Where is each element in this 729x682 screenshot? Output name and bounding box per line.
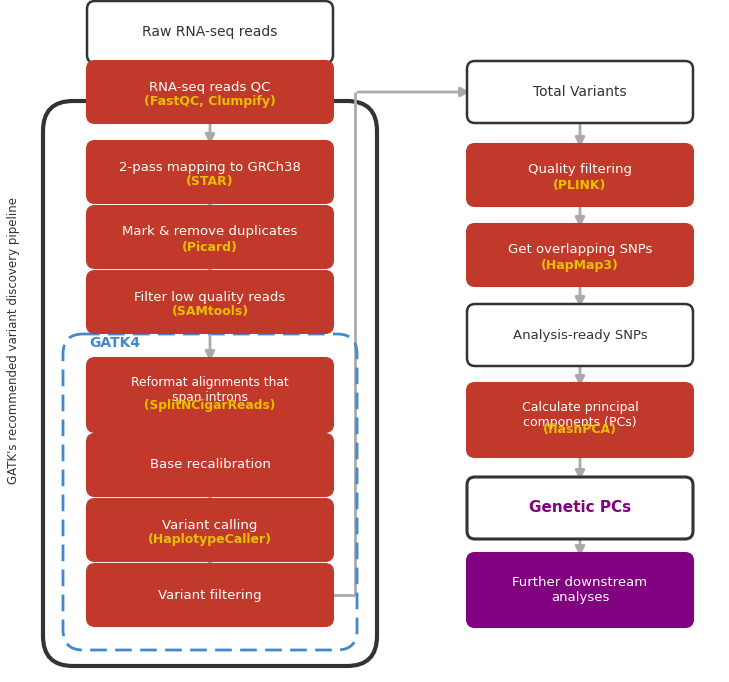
- Text: (PLINK): (PLINK): [553, 179, 607, 192]
- FancyBboxPatch shape: [87, 206, 333, 268]
- Text: Raw RNA-seq reads: Raw RNA-seq reads: [142, 25, 278, 39]
- FancyBboxPatch shape: [87, 61, 333, 123]
- Text: (HapMap3): (HapMap3): [541, 258, 619, 271]
- FancyBboxPatch shape: [467, 477, 693, 539]
- Text: Mark & remove duplicates: Mark & remove duplicates: [122, 226, 297, 239]
- Text: Quality filtering: Quality filtering: [528, 164, 632, 177]
- Text: Reformat alignments that
span introns: Reformat alignments that span introns: [131, 376, 289, 404]
- Text: (Picard): (Picard): [182, 241, 238, 254]
- Text: (SAMtools): (SAMtools): [171, 306, 249, 318]
- FancyBboxPatch shape: [87, 358, 333, 432]
- Text: (FastQC, Clumpify): (FastQC, Clumpify): [144, 95, 276, 108]
- Text: Further downstream
analyses: Further downstream analyses: [512, 576, 647, 604]
- FancyBboxPatch shape: [87, 434, 333, 496]
- Text: (flashPCA): (flashPCA): [543, 424, 617, 436]
- FancyBboxPatch shape: [87, 141, 333, 203]
- Text: Analysis-ready SNPs: Analysis-ready SNPs: [512, 329, 647, 342]
- Text: RNA-seq reads QC: RNA-seq reads QC: [149, 80, 270, 93]
- Text: Calculate principal
components (PCs): Calculate principal components (PCs): [522, 401, 639, 429]
- Text: (HaplotypeCaller): (HaplotypeCaller): [148, 533, 272, 546]
- FancyBboxPatch shape: [467, 383, 693, 457]
- Text: 2-pass mapping to GRCh38: 2-pass mapping to GRCh38: [119, 160, 301, 173]
- FancyBboxPatch shape: [87, 564, 333, 626]
- Text: Variant filtering: Variant filtering: [158, 589, 262, 602]
- FancyBboxPatch shape: [467, 144, 693, 206]
- Text: Get overlapping SNPs: Get overlapping SNPs: [508, 243, 652, 256]
- Text: GATK4: GATK4: [89, 336, 140, 350]
- Text: Variant calling: Variant calling: [163, 518, 257, 531]
- Text: (SplitNCigarReads): (SplitNCigarReads): [144, 398, 276, 411]
- Text: Genetic PCs: Genetic PCs: [529, 501, 631, 516]
- FancyBboxPatch shape: [467, 224, 693, 286]
- Text: GATK's recommended variant discovery pipeline: GATK's recommended variant discovery pip…: [7, 198, 20, 484]
- FancyBboxPatch shape: [87, 499, 333, 561]
- FancyBboxPatch shape: [467, 553, 693, 627]
- FancyBboxPatch shape: [467, 304, 693, 366]
- FancyBboxPatch shape: [87, 1, 333, 63]
- FancyBboxPatch shape: [87, 271, 333, 333]
- Text: Filter low quality reads: Filter low quality reads: [134, 291, 286, 303]
- Text: (STAR): (STAR): [186, 175, 234, 188]
- FancyBboxPatch shape: [467, 61, 693, 123]
- Text: Total Variants: Total Variants: [533, 85, 627, 99]
- Text: Base recalibration: Base recalibration: [149, 458, 270, 471]
